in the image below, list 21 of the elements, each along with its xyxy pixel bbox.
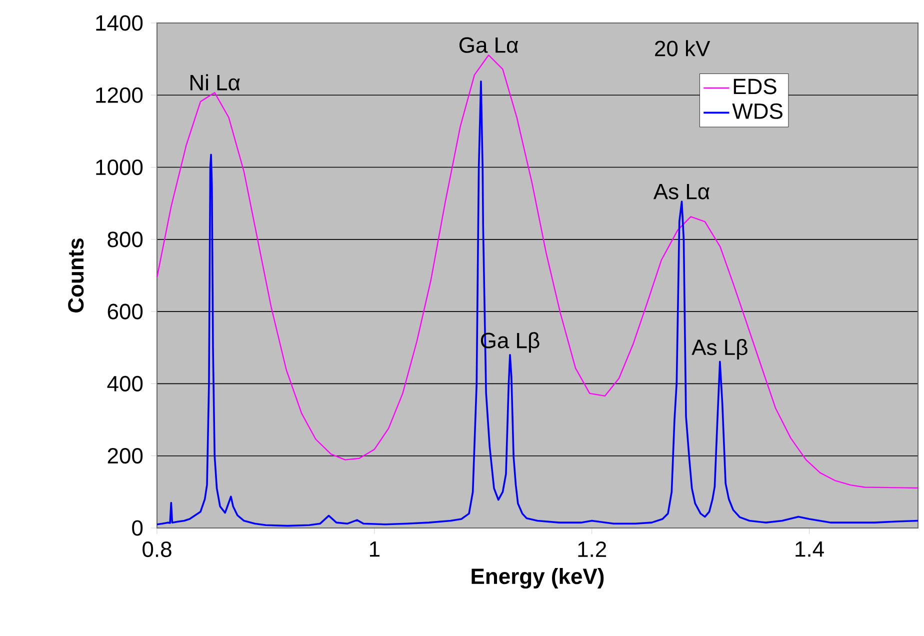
y-tick-label: 1400 [96, 15, 143, 31]
x-tick-label: 0.8 [142, 542, 172, 558]
x-axis-title: Energy (keV) [472, 568, 604, 589]
y-tick-label: 800 [108, 232, 143, 248]
x-tick-label: 1.2 [578, 542, 606, 557]
y-tick-label: 600 [108, 304, 143, 320]
y-tick-label: 1000 [96, 159, 143, 176]
annotation: As Lα [653, 184, 710, 200]
x-tick-label: 1 [370, 542, 380, 557]
y-tick-label: 200 [108, 448, 143, 464]
y-tick-label: 400 [107, 376, 143, 392]
legend-label: EDS [734, 78, 776, 94]
annotation: As Lβ [692, 338, 748, 360]
annotation: 20 kV [655, 40, 710, 56]
annotation: Ga Lα [459, 37, 518, 53]
y-tick-label: 0 [132, 520, 143, 536]
x-tick-label: 1.4 [796, 542, 824, 557]
y-axis-title: Counts [68, 238, 84, 312]
y-tick-label: 1200 [96, 87, 143, 103]
annotation: Ni Lα [190, 74, 240, 90]
legend-label: WDS [732, 103, 782, 119]
